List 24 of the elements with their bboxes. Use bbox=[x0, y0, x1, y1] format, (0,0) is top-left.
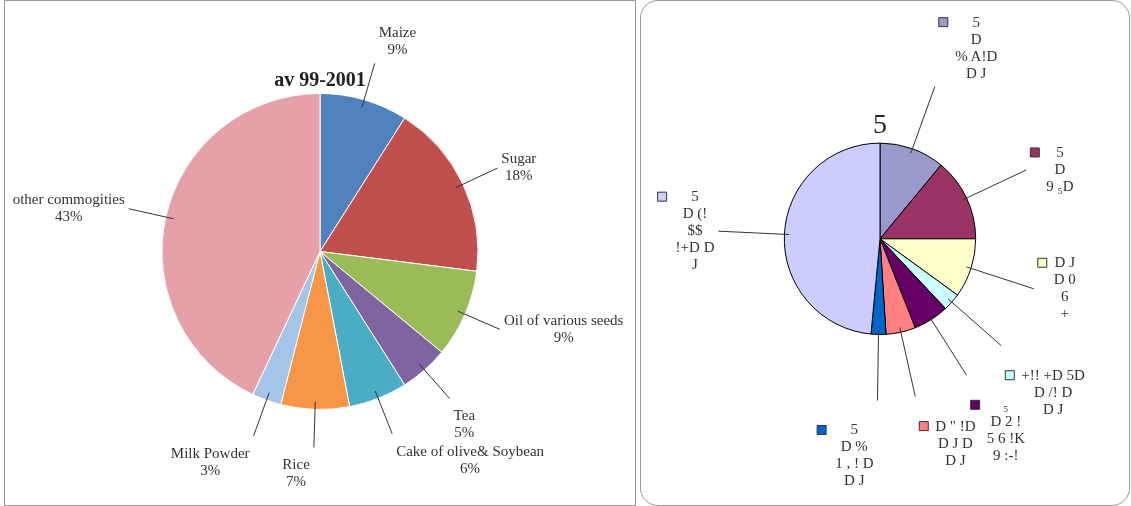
text: av 99-2001 bbox=[274, 68, 366, 91]
data-label: 3% bbox=[200, 461, 221, 478]
slice-label: Milk Powder bbox=[170, 444, 250, 461]
data-label: 7% bbox=[286, 473, 307, 490]
slice-label: Rice bbox=[282, 456, 311, 473]
text: 5 bbox=[873, 108, 887, 140]
data-label: 43% bbox=[54, 208, 83, 225]
data-label: 9% bbox=[387, 41, 408, 58]
legend-label: D J D 0 6 + bbox=[1053, 254, 1076, 322]
data-label: 18% bbox=[505, 167, 533, 184]
legend-label: 5 D 9 ₅D bbox=[1046, 143, 1074, 194]
legend-label: 5 D % A!D D J bbox=[955, 13, 998, 81]
slice-label: Tea bbox=[453, 407, 476, 424]
data-label: 6% bbox=[460, 459, 481, 476]
slice-label: other commogities bbox=[12, 191, 125, 208]
slice-label: Oil of various seeds bbox=[503, 311, 624, 328]
legend-label: 5 D (! $$ !+D D J bbox=[675, 188, 715, 273]
slice-label: Cake of olive& Soybean bbox=[396, 442, 545, 459]
legend-label: D " !D D J D D J bbox=[935, 417, 976, 468]
slice-label: Sugar bbox=[501, 150, 537, 167]
legend-label: 5 D % 1 , ! D D J bbox=[835, 421, 874, 489]
data-label: 9% bbox=[553, 328, 574, 345]
data-label: 5% bbox=[454, 424, 475, 441]
slice-label: Maize bbox=[378, 24, 417, 41]
